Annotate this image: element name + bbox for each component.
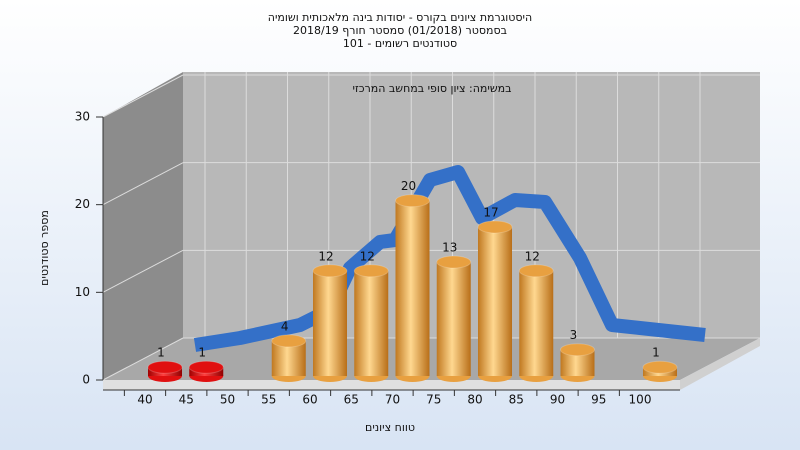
bar-top (188, 360, 224, 374)
x-tick-label: 70 (385, 393, 400, 407)
data-label: 17 (483, 205, 498, 219)
data-label: 1 (198, 346, 206, 360)
data-label: 4 (281, 319, 289, 333)
bar-body (478, 226, 512, 376)
bar (642, 360, 678, 382)
bar (271, 334, 307, 382)
bar-top (642, 360, 678, 374)
bar (518, 264, 554, 382)
bar-top (271, 334, 307, 348)
floor-edge (680, 338, 760, 390)
data-label: 12 (318, 249, 333, 263)
chart-title: היסטוגרמת ציונים בקורס - יסודות בינה מלא… (268, 11, 532, 24)
bar-top (395, 194, 430, 208)
bar-top (477, 220, 513, 234)
bar-body (354, 270, 389, 376)
bar-top (560, 343, 595, 357)
grid-line (102, 74, 184, 118)
bar-top (312, 264, 348, 278)
floor-front (103, 380, 680, 390)
bar-top (518, 264, 554, 278)
x-tick-label: 75 (426, 393, 441, 407)
data-label: 20 (401, 179, 416, 193)
bar-top (353, 264, 389, 278)
bar-top (436, 255, 472, 269)
x-tick-label: 80 (467, 393, 482, 407)
x-tick-label: 65 (344, 393, 359, 407)
grid-line (102, 162, 184, 206)
bar-body (519, 270, 554, 376)
x-tick-label: 45 (179, 393, 194, 407)
y-tick-label: 10 (75, 285, 90, 299)
x-tick-label: 95 (591, 393, 606, 407)
x-tick-label: 50 (220, 393, 235, 407)
bar-body (313, 270, 347, 376)
x-tick-label: 60 (302, 393, 317, 407)
data-label: 12 (360, 249, 375, 263)
x-tick-label: 85 (509, 393, 524, 407)
bar (560, 343, 595, 382)
annotation: במשימה: ציון סופי במחשב המרכזי (352, 82, 511, 95)
x-tick-label: 40 (137, 393, 152, 407)
bar (477, 220, 513, 382)
bar-top (147, 360, 183, 374)
chart-subtitle: סטודנטים רשומים - 101 (343, 37, 457, 50)
data-label: 3 (570, 328, 578, 342)
x-tick-label: 100 (629, 393, 652, 407)
data-label: 13 (442, 241, 457, 255)
side-wall (103, 72, 183, 380)
y-axis-label: מספר סטודנטים (38, 210, 51, 286)
data-label: 12 (525, 249, 540, 263)
bar (395, 194, 430, 382)
bar-body (395, 200, 430, 376)
chart-subtitle: בסמסטר (01/2018) סמסטר חורף 2018/19 (293, 24, 507, 37)
bar (436, 255, 472, 382)
y-tick-label: 0 (82, 373, 90, 387)
x-tick-label: 55 (261, 393, 276, 407)
bar (188, 360, 224, 382)
x-tick-label: 90 (550, 393, 565, 407)
x-axis-label: טווח ציונים (365, 421, 415, 434)
bar (353, 264, 389, 382)
data-label: 1 (157, 346, 165, 360)
bar (147, 360, 183, 382)
y-tick-label: 30 (75, 110, 90, 124)
y-tick-label: 20 (75, 197, 90, 211)
grid-line (102, 249, 184, 293)
grid-line (102, 337, 184, 381)
floor (103, 338, 760, 380)
data-label: 1 (652, 346, 660, 360)
bar-body (436, 262, 471, 376)
bar (312, 264, 348, 382)
